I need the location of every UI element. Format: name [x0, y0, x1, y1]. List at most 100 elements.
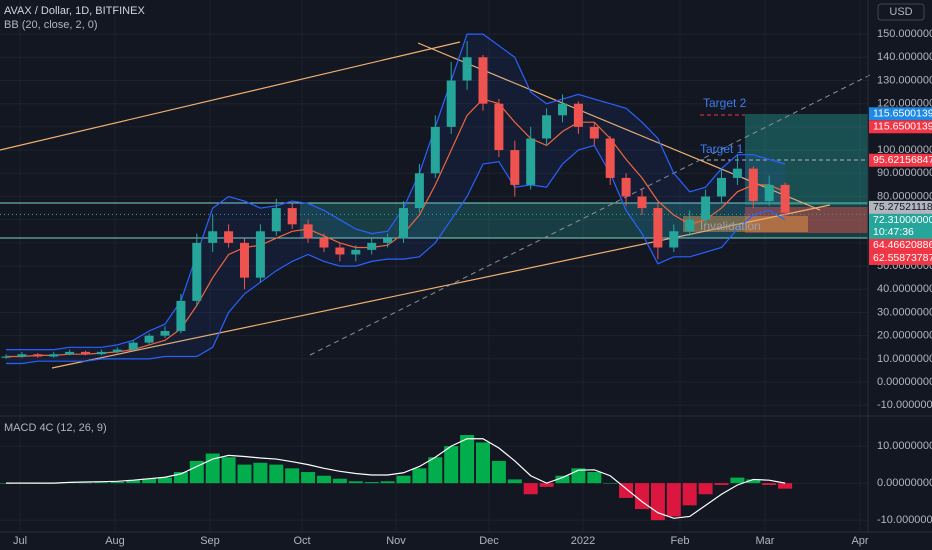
macd-bar — [778, 483, 793, 489]
price-label: 72.31000000 — [873, 214, 932, 226]
price-label-box — [869, 251, 932, 265]
macd-bar — [173, 472, 188, 484]
time-label: Sep — [200, 535, 220, 547]
macd-bar — [253, 462, 268, 484]
y-tick-label: 130.00000000 — [877, 74, 932, 86]
currency[interactable]: USD — [889, 6, 912, 18]
trend-line — [0, 41, 461, 151]
candle-body — [558, 103, 567, 116]
candle-body — [637, 196, 647, 209]
y-tick-label: 0.00000000 — [877, 376, 932, 388]
candle-body — [1, 356, 11, 358]
candle-body — [732, 168, 742, 178]
price-label-box — [869, 120, 932, 134]
macd-bar — [364, 482, 379, 484]
symbol-title: AVAX / Dollar, 1D, BITFINEX — [4, 5, 145, 17]
countdown: 10:47:36 — [873, 226, 914, 238]
macd-title: MACD 4C (12, 26, 9) — [4, 422, 107, 434]
candle-body — [542, 115, 552, 139]
annotation: Target 1 — [700, 142, 744, 156]
candle-body — [271, 208, 281, 232]
candle-body — [446, 80, 456, 127]
candle-body — [176, 300, 186, 332]
candle-body — [335, 247, 345, 255]
macd-bar — [746, 479, 761, 484]
price-label-box — [869, 200, 932, 214]
macd-bar — [189, 460, 204, 484]
macd-bar — [476, 442, 490, 484]
macd-bar — [587, 472, 602, 484]
macd-bar — [603, 483, 618, 484]
macd-bar — [507, 479, 522, 484]
candle-body — [669, 231, 679, 248]
price-label-box — [869, 153, 932, 167]
candle-body — [478, 57, 488, 104]
annotation: Invalidation — [700, 219, 761, 233]
y-tick-label: -10.00000000 — [877, 399, 932, 411]
macd-bar — [412, 468, 427, 484]
annotation: Target 2 — [703, 96, 747, 110]
y-tick-label: 140.00000000 — [877, 51, 932, 63]
time-label: 2022 — [571, 535, 595, 547]
bb-upper — [6, 33, 786, 351]
candle-body — [351, 249, 361, 255]
macd-bar — [237, 464, 252, 484]
candle-body — [589, 126, 599, 139]
candle-body — [414, 173, 424, 209]
candle-body — [510, 150, 520, 185]
price-label: 64.46620886 — [873, 239, 932, 251]
candle-body — [573, 103, 583, 127]
y-tick-label: 120.00000000 — [877, 98, 932, 110]
candle-body — [399, 208, 408, 239]
macd-bar — [444, 446, 459, 484]
bb-lower — [6, 144, 786, 365]
macd-bar — [396, 475, 411, 484]
candle-body — [128, 342, 138, 350]
macd-bar — [158, 477, 172, 484]
macd-bar — [523, 483, 538, 495]
macd-bar — [285, 468, 300, 484]
candle-body — [81, 351, 90, 355]
candle-body — [685, 219, 695, 232]
candle-body — [303, 224, 313, 239]
y-tick-label: 90.00000000 — [877, 167, 932, 179]
macd-bar — [682, 483, 697, 506]
candle-body — [17, 354, 27, 357]
indicator-title: BB (20, close, 2, 0) — [4, 19, 98, 31]
price-label: 115.65001394 — [873, 108, 932, 120]
y-tick-label: 40.00000000 — [877, 283, 932, 295]
price-label-box — [869, 107, 932, 121]
currency-button[interactable] — [877, 3, 925, 21]
macd-bar — [428, 457, 443, 484]
time-label: Oct — [293, 535, 310, 547]
y-tick-label: 30.00000000 — [877, 306, 932, 318]
macd-line — [6, 438, 786, 519]
macd-bar — [78, 482, 93, 484]
time-label: Jul — [13, 535, 27, 547]
candle-body — [65, 351, 75, 355]
y-tick-label: 10.00000000 — [877, 440, 932, 452]
macd-bar — [555, 475, 570, 484]
candle-body — [605, 138, 615, 178]
price-label: 75.27521118 — [873, 201, 932, 213]
macd-bar — [619, 483, 634, 498]
candle-body — [255, 231, 265, 278]
candle-body — [462, 57, 472, 81]
candle-body — [319, 238, 329, 248]
macd-bar — [142, 478, 157, 484]
macd-bar — [762, 483, 777, 485]
macd-bar — [635, 483, 649, 510]
price-series — [0, 33, 868, 521]
macd-bar — [730, 477, 745, 484]
candle-body — [430, 126, 440, 174]
candle-body — [701, 196, 711, 220]
trend-line — [51, 204, 831, 369]
macd-bar — [380, 481, 395, 484]
macd-bar — [539, 483, 554, 487]
y-tick-label: 100.00000000 — [877, 144, 932, 156]
candle-body — [287, 208, 297, 225]
macd-bar — [94, 482, 109, 484]
macd-bar — [317, 475, 331, 484]
macd-bar — [332, 478, 347, 484]
macd-bar — [301, 472, 316, 484]
